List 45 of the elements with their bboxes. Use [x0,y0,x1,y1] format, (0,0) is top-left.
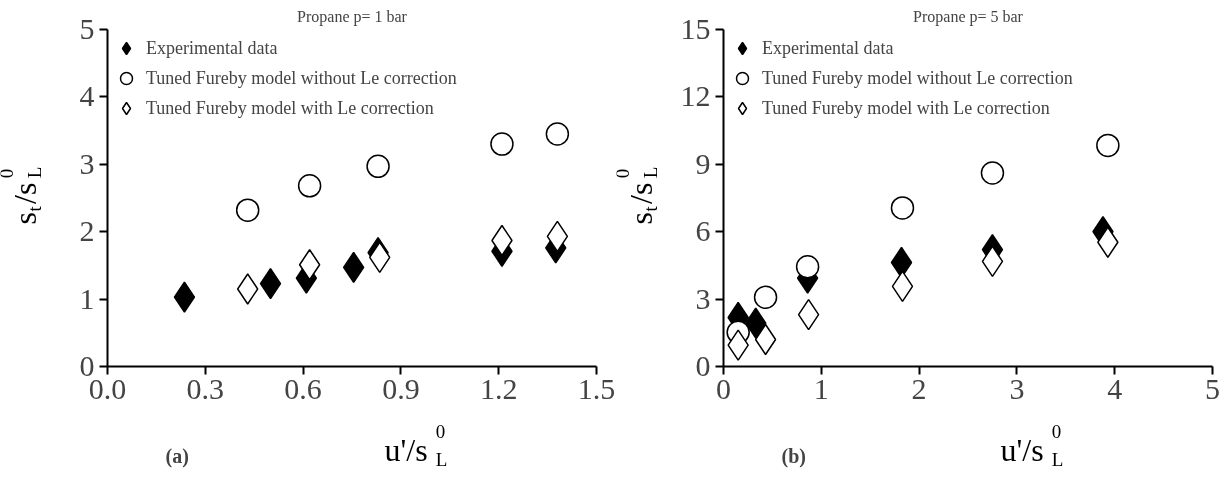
y-tick-label: 5 [79,12,95,45]
point [545,122,570,146]
y-tick-label: 2 [79,214,95,248]
point [795,255,820,279]
point [173,281,196,313]
point [297,174,322,198]
x-tick-label: 2 [911,371,927,405]
chart-title: Propane p= 1 bar [297,7,408,26]
y-axis-title: st/s0L [612,166,661,225]
y-tick-label: 1 [79,281,95,315]
x-tick-label: 5 [1205,371,1220,405]
point [236,273,259,305]
y-tick-label: 4 [79,79,95,113]
y-tick-label: 6 [695,214,711,248]
x-tick-label: 0.6 [284,371,322,405]
text: (a) [165,444,189,468]
point [235,198,260,222]
legend-label: Tuned Fureby model with Le correction [146,97,434,119]
x-tick-label: 0.9 [382,371,420,405]
legend-label: Tuned Fureby model with Le correction [762,97,1050,119]
chart-title: Propane p= 5 bar [913,7,1024,26]
x-tick-label: 1.5 [577,371,616,405]
x-tick-label: 3 [1009,371,1025,405]
y-tick-label: 15 [680,12,711,45]
point [753,285,778,310]
x-tick-label: 0.3 [186,371,225,405]
legend-label: Experimental data [146,37,278,59]
legend-label: Tuned Fureby model without Le correction [762,67,1073,89]
legend-label: Tuned Fureby model without Le correction [146,67,457,89]
x-tick-label: 1 [813,371,829,405]
x-tick-label: 1.2 [479,371,518,405]
y-tick-label: 0 [695,349,711,382]
point [1096,133,1120,158]
y-tick-label: 9 [695,146,711,180]
point [366,154,390,179]
y-tick-label: 3 [695,281,711,315]
text: (b) [781,444,806,468]
point [490,132,514,156]
legend-label: Experimental data [762,37,894,59]
x-tick-label: 4 [1107,371,1123,405]
y-tick-label: 12 [680,79,711,113]
y-tick-label: 3 [79,146,95,180]
point [980,161,1005,185]
y-axis-title: st/s0L [0,166,45,225]
point [890,196,915,220]
